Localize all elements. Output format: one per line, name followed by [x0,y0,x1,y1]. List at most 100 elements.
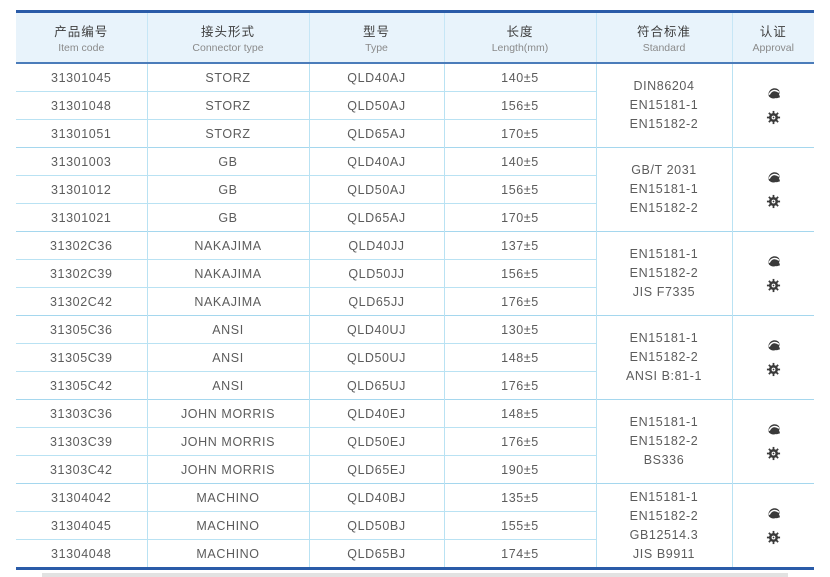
standard-line: EN15182-2 [629,350,699,364]
type-cell: QLD40AJ [308,63,444,92]
table-row: 31301012 GB QLD50AJ 156±5 [16,175,814,204]
cropped-bottom-element [42,573,788,577]
col-header-standard-en: Standard [642,42,686,54]
standard-line: BS336 [643,453,685,467]
approval-icon-stack [733,422,815,461]
table-body: 31301045 STORZ QLD40AJ 140±5 DIN86204 EN15181… [16,63,814,569]
standard-line: EN15182-2 [629,266,699,280]
col-header-standard-zh: 符合标准 [636,25,691,39]
table-row: 31305C42 ANSI QLD65UJ 176±5 [16,371,814,400]
table-row: 31303C39 JOHN MORRIS QLD50EJ 176±5 [16,427,814,456]
standard-line: EN15181-1 [629,247,699,261]
standard-line: EN15181-1 [629,489,699,504]
standard-line: DIN86204 [633,79,695,93]
item-code-cell: 31302C42 [16,287,147,316]
connector-type-cell: ANSI [146,315,309,344]
item-code-cell: 31301003 [16,147,147,176]
gear-seal-icon [766,194,780,209]
col-header-standard: 符合标准 Standard [595,11,732,64]
approval-icon-stack [733,338,815,377]
col-header-item-code-en: Item code [58,42,105,54]
connector-type-cell: JOHN MORRIS [146,399,309,428]
type-cell: QLD50AJ [308,175,444,204]
standard-cell: DIN86204 EN15181-1 EN15182-2 [595,63,732,148]
approval-icon-stack [733,86,815,125]
approval-icon-stack [733,170,815,209]
type-cell: QLD50BJ [308,511,444,540]
standard-line: EN15182-2 [629,434,699,448]
connector-type-cell: JOHN MORRIS [146,455,309,484]
approval-cell [731,231,815,316]
item-code-cell: 31302C36 [16,231,147,260]
length-cell: 135±5 [443,483,596,512]
connector-type-cell: STORZ [146,91,309,120]
length-cell: 130±5 [443,315,596,344]
standard-line: EN15182-2 [629,117,699,131]
col-header-approval-zh: 认证 [759,25,787,39]
connector-type-cell: NAKAJIMA [146,231,309,260]
standard-cell: EN15181-1 EN15182-2 BS336 [595,399,732,484]
gear-seal-icon [766,530,780,545]
item-code-cell: 31304048 [16,539,147,569]
connector-type-cell: NAKAJIMA [146,259,309,288]
standard-cell: EN15181-1 EN15182-2 ANSI B:81-1 [595,315,732,400]
item-code-cell: 31304042 [16,483,147,512]
standard-line: JIS B9911 [632,546,696,561]
col-header-type: 型号 Type [308,11,444,64]
table-row: 31301003 GB QLD40AJ 140±5 GB/T 2031 EN15181-1… [16,147,814,232]
table-row: 31302C36 NAKAJIMA QLD40JJ 137±5 EN15181-1 EN1… [16,231,814,316]
type-cell: QLD40UJ [308,315,444,344]
standard-line: JIS F7335 [632,285,696,299]
item-code-cell: 31305C39 [16,343,147,372]
standard-line: GB12514.3 [629,527,699,542]
type-cell: QLD65EJ [308,455,444,484]
certificate-stamp-icon [768,508,780,519]
item-code-cell: 31301012 [16,175,147,204]
certificate-stamp-icon [768,256,780,267]
item-code-cell: 31305C42 [16,371,147,400]
length-cell: 140±5 [443,147,596,176]
connector-type-cell: ANSI [146,343,309,372]
table-row: 31301045 STORZ QLD40AJ 140±5 DIN86204 EN15181… [16,63,814,148]
length-cell: 137±5 [443,231,596,260]
table-row: 31305C39 ANSI QLD50UJ 148±5 [16,343,814,372]
item-code-cell: 31301045 [51,70,112,85]
approval-icon-stack [733,506,815,545]
table-row: 31302C42 NAKAJIMA QLD65JJ 176±5 [16,287,814,316]
type-cell: QLD65BJ [308,539,444,569]
table-row: 31304048 MACHINO QLD65BJ 174±5 [16,539,814,569]
connector-type-cell: STORZ [146,119,309,148]
type-cell: QLD40BJ [308,483,444,512]
standard-line: EN15182-2 [629,201,699,215]
connector-type-cell: MACHINO [146,483,309,512]
product-spec-table: 产品编号 Item code 接头形式 Connector type 型号 Ty… [16,10,814,570]
connector-type-cell: STORZ [146,63,309,92]
connector-type-cell: GB [146,203,309,232]
length-cell: 170±5 [443,203,596,232]
standard-cell: EN15181-1 EN15182-2 JIS F7335 [595,231,732,316]
table-row: 31304042 MACHINO QLD40BJ 135±5 EN15181-1 EN15… [16,483,814,569]
length-cell: 148±5 [443,399,596,428]
length-cell: 174±5 [443,539,596,569]
approval-cell [731,63,815,148]
col-header-length-zh: 长度 [506,25,534,39]
gear-seal-icon [766,278,780,293]
standard-line: EN15181-1 [629,98,699,112]
gear-seal-icon [766,446,780,461]
connector-type-cell: ANSI [146,371,309,400]
length-cell: 140±5 [443,63,596,92]
type-cell: QLD40JJ [308,231,444,260]
approval-icon-stack [733,254,815,293]
table-row: 31301021 GB QLD65AJ 170±5 [16,203,814,232]
certificate-stamp-icon [768,424,780,435]
table-row: 31305C36 ANSI QLD40UJ 130±5 EN15181-1 EN15182… [16,315,814,400]
item-code-cell: 31303C42 [16,455,147,484]
item-code-cell: 31301051 [16,119,147,148]
standard-line: EN15181-1 [629,415,699,429]
length-cell: 170±5 [443,119,596,148]
length-cell: 148±5 [443,343,596,372]
length-cell: 156±5 [443,259,596,288]
certificate-stamp-icon [768,88,780,99]
col-header-type-zh: 型号 [362,25,390,39]
type-cell: QLD40EJ [308,399,444,428]
